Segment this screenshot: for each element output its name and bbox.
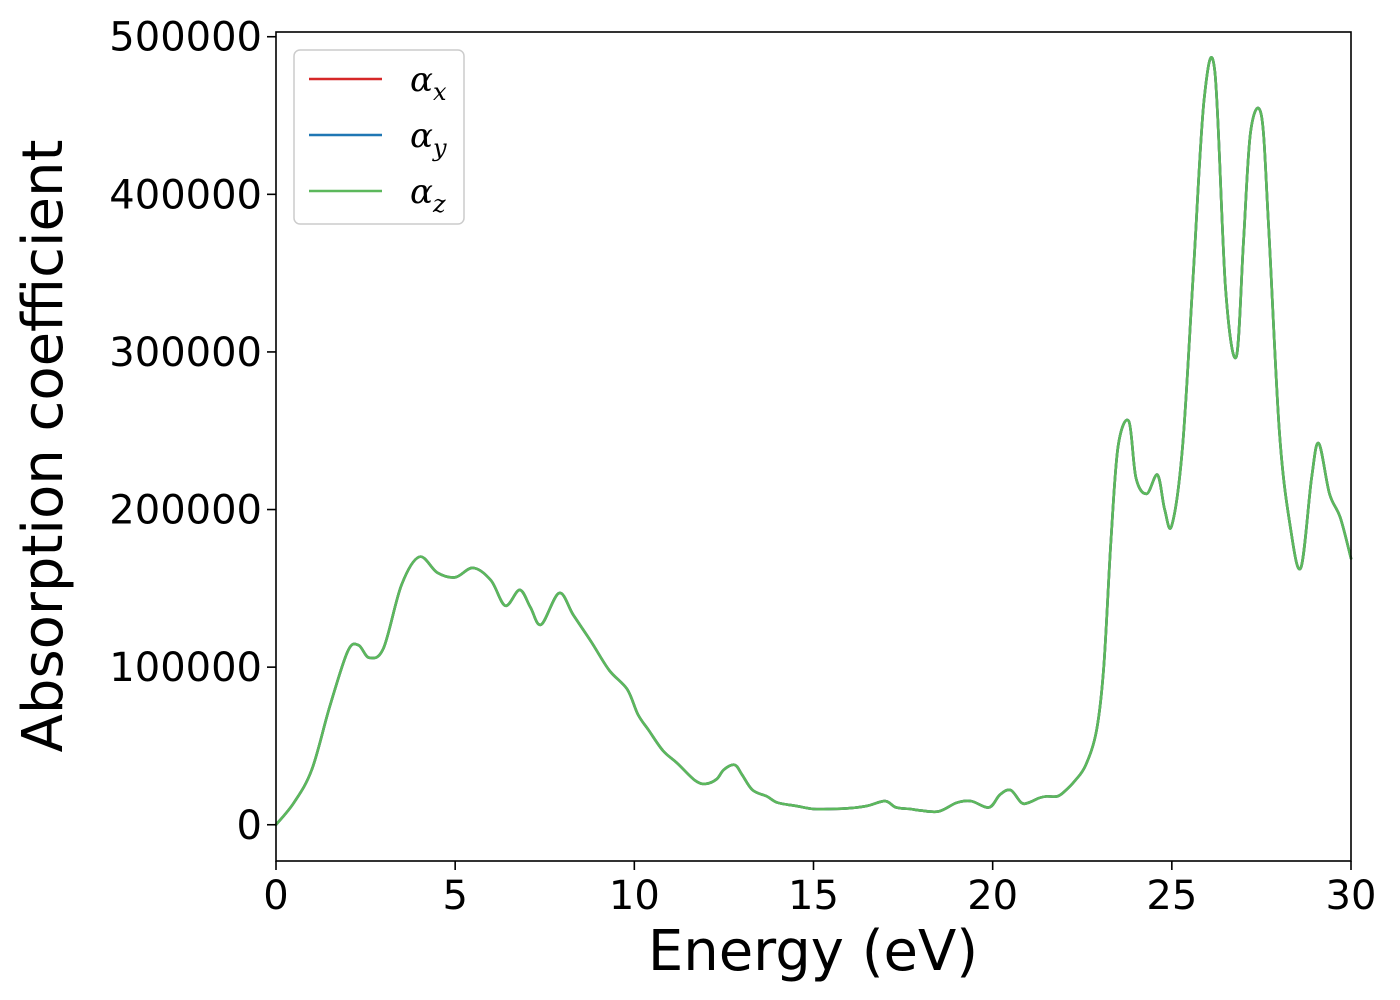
x-axis-title: Energy (eV) [648, 919, 978, 984]
legend-label-x: αx [410, 60, 447, 106]
y-tick-label: 100000 [109, 645, 262, 691]
y-axis-title: Absorption coefficient [11, 140, 76, 753]
legend-box [293, 49, 465, 225]
x-tick-label: 5 [442, 873, 467, 919]
x-tick-label: 20 [967, 873, 1018, 919]
y-axis-ticks: 0 100000 200000 300000 400000 500000 [109, 15, 276, 849]
y-tick-label: 300000 [109, 330, 262, 376]
series-line-z [274, 55, 1353, 827]
y-tick-label: 0 [237, 803, 262, 849]
y-tick-label: 200000 [109, 488, 262, 534]
x-tick-label: 30 [1326, 873, 1377, 919]
x-tick-label: 25 [1146, 873, 1197, 919]
y-tick-label: 500000 [109, 15, 262, 61]
x-axis-ticks: 0 5 10 15 20 25 30 [263, 861, 1376, 919]
y-tick-label: 400000 [109, 172, 262, 218]
x-tick-label: 0 [263, 873, 288, 919]
legend-label-z: αz [410, 172, 446, 218]
plot-series [274, 55, 1353, 827]
legend: αx αy αz [293, 49, 465, 225]
x-tick-label: 15 [788, 873, 839, 919]
x-tick-label: 10 [609, 873, 660, 919]
legend-label-y: αy [410, 116, 447, 162]
